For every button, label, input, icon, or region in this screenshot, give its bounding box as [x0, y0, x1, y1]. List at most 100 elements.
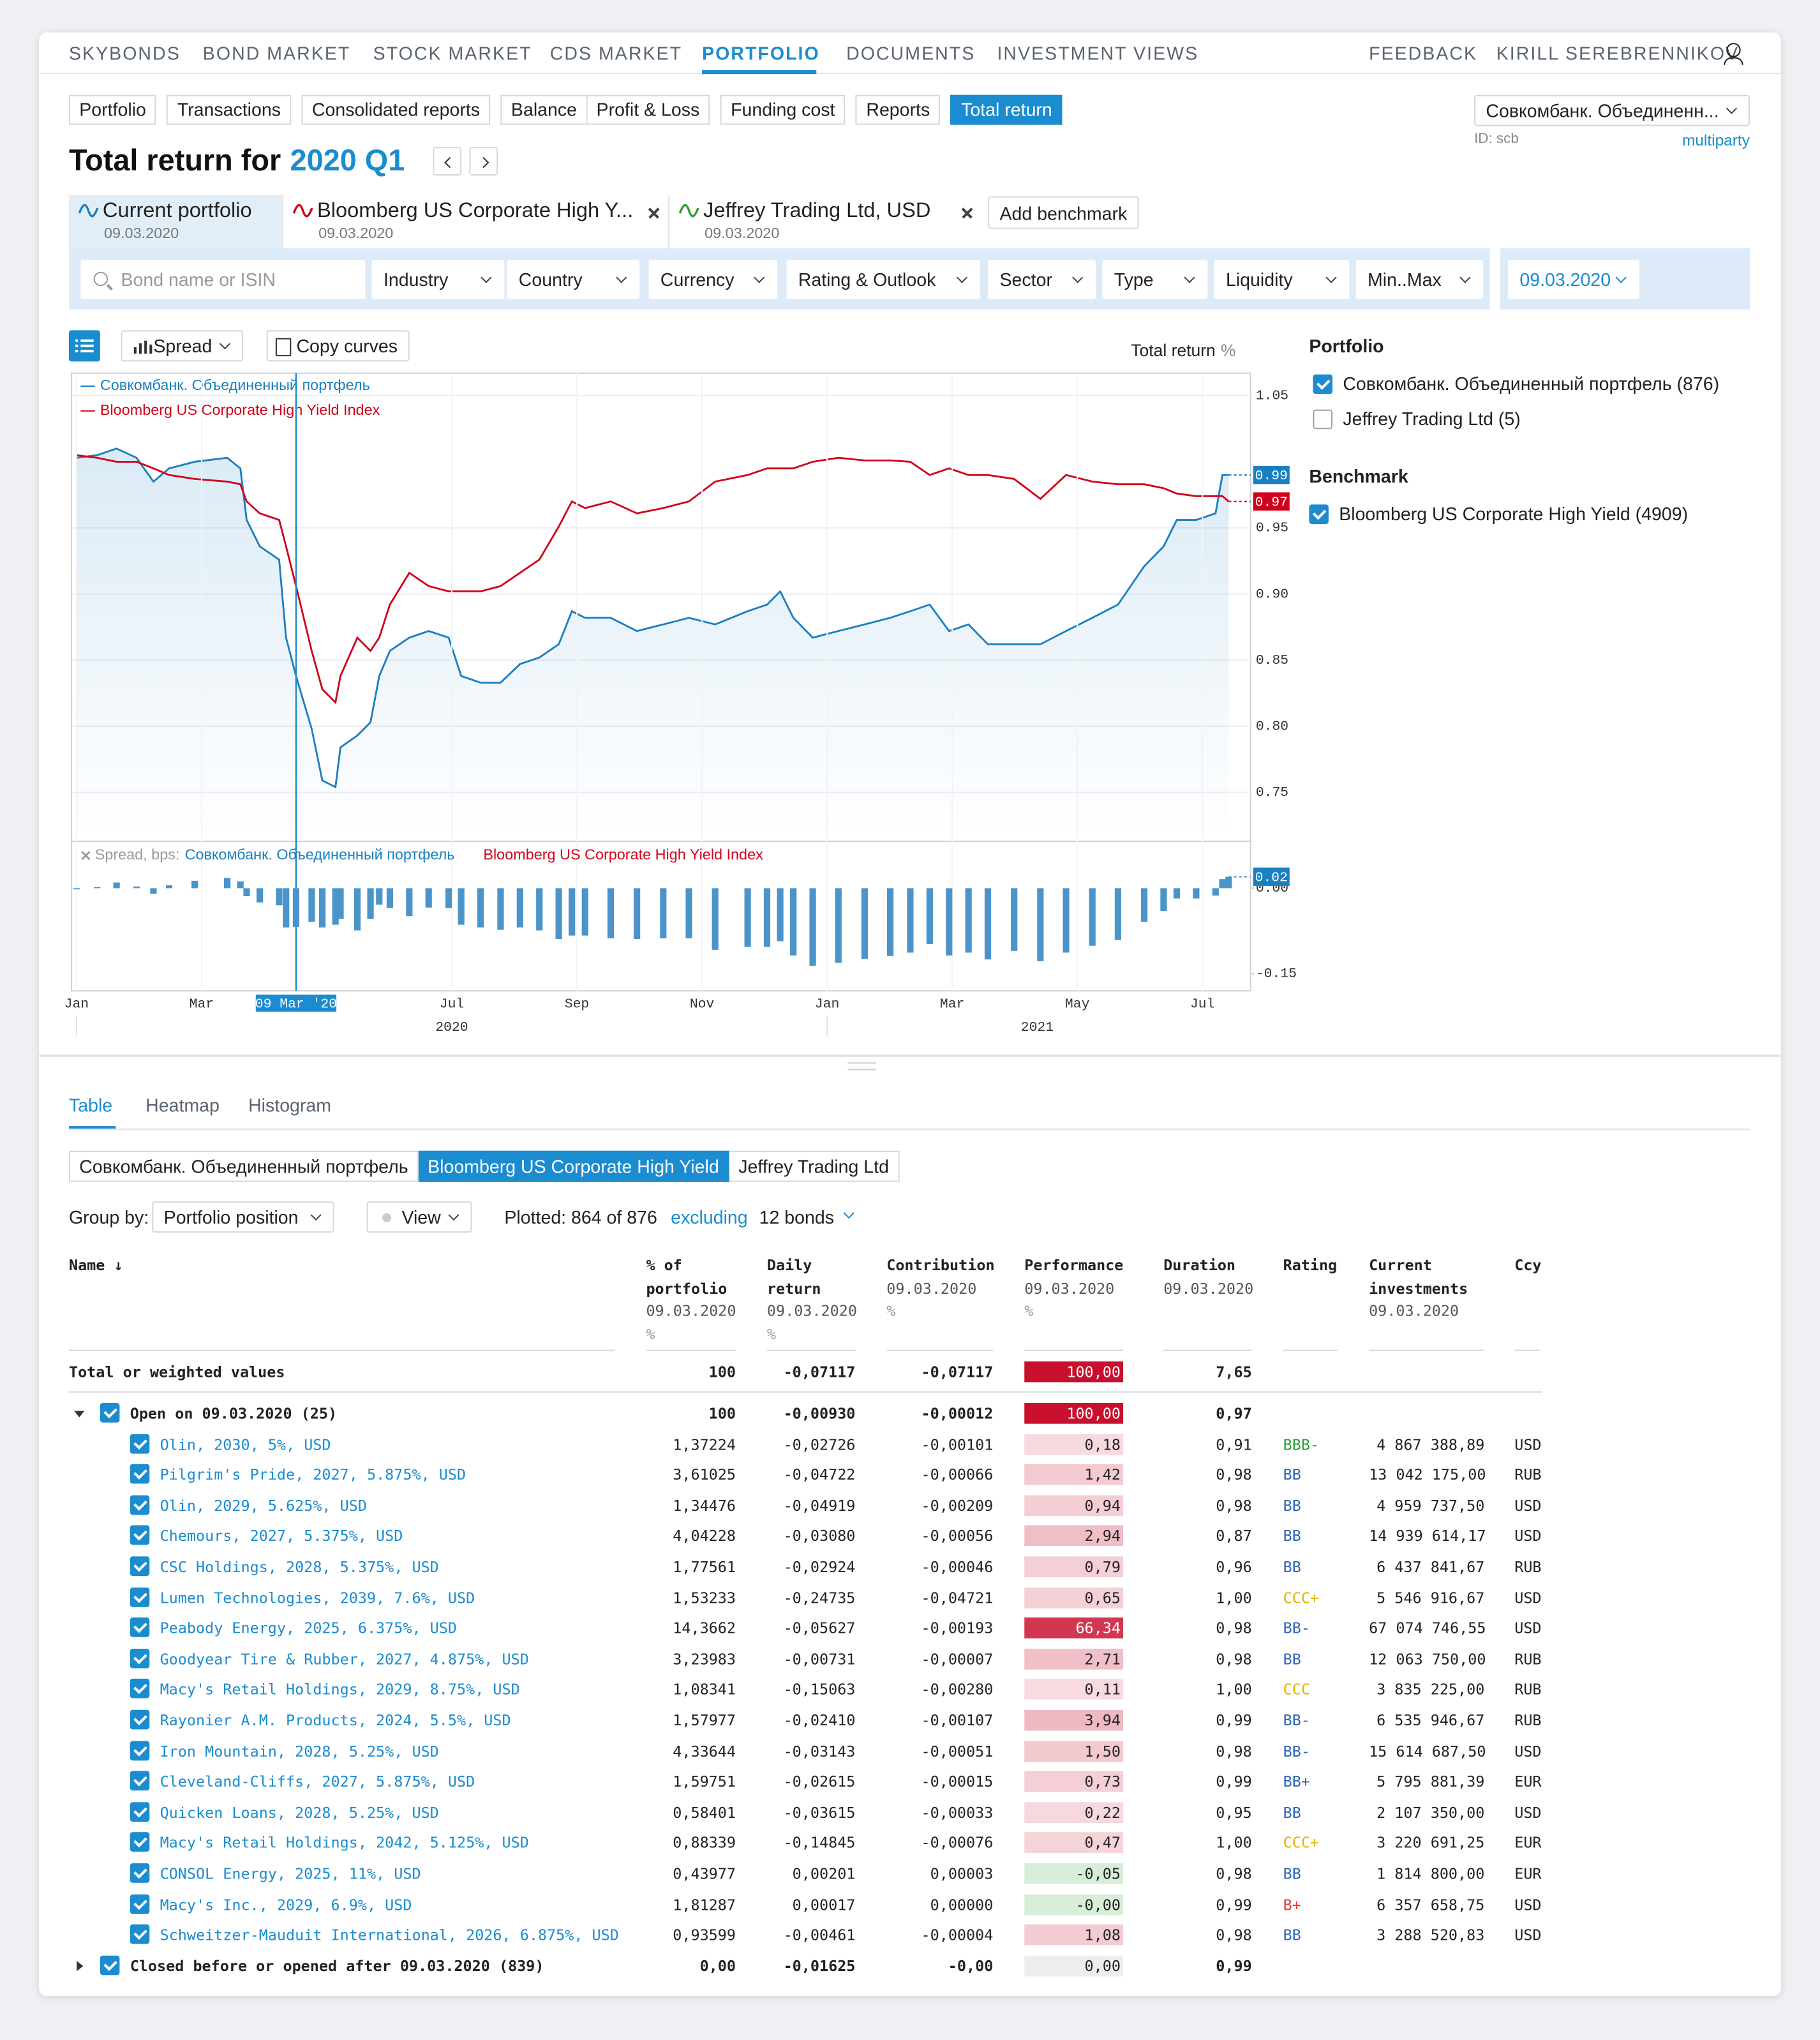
- nav-item[interactable]: STOCK MARKET: [373, 43, 532, 64]
- checkbox[interactable]: [130, 1648, 150, 1669]
- view-tab[interactable]: Heatmap: [145, 1095, 220, 1116]
- subtab[interactable]: Transactions: [167, 94, 292, 125]
- search-input[interactable]: Bond name or ISIN: [80, 260, 366, 299]
- subtab[interactable]: Portfolio: [68, 94, 157, 125]
- row-name[interactable]: Peabody Energy, 2025, 6.375%, USD: [160, 1619, 458, 1638]
- group-by-select[interactable]: Portfolio position: [152, 1201, 334, 1233]
- row-name[interactable]: Schweitzer-Mauduit International, 2026, …: [160, 1926, 619, 1944]
- curve-tab[interactable]: Bloomberg US Corporate High Y... 09.03.20…: [282, 195, 669, 249]
- checkbox[interactable]: [100, 1403, 120, 1423]
- row-name[interactable]: Macy's Retail Holdings, 2042, 5.125%, US…: [160, 1834, 529, 1852]
- subtab[interactable]: Funding cost: [720, 94, 846, 125]
- filter-select[interactable]: Sector: [988, 260, 1096, 299]
- view-select[interactable]: View: [366, 1201, 472, 1233]
- curve-close[interactable]: [647, 207, 660, 220]
- checkbox[interactable]: [130, 1617, 150, 1638]
- checkbox[interactable]: [130, 1833, 150, 1852]
- period-arrow[interactable]: [469, 147, 498, 176]
- subtab[interactable]: Balance: [500, 94, 588, 125]
- date-select[interactable]: 09.03.2020: [1508, 260, 1639, 299]
- view-tab[interactable]: Histogram: [248, 1095, 332, 1116]
- checkbox[interactable]: [1313, 374, 1333, 394]
- curve-close[interactable]: [960, 207, 973, 220]
- copy-curves[interactable]: Copy curves: [266, 330, 410, 362]
- checkbox[interactable]: [100, 1955, 120, 1975]
- nav-item[interactable]: INVESTMENT VIEWS: [997, 43, 1199, 64]
- nav-item[interactable]: CDS MARKET: [549, 43, 683, 64]
- checkbox[interactable]: [130, 1434, 150, 1453]
- subtab[interactable]: Reports: [856, 94, 941, 125]
- row-name[interactable]: Olin, 2029, 5.625%, USD: [160, 1496, 367, 1515]
- account-mode[interactable]: multiparty: [1682, 131, 1750, 150]
- checkbox[interactable]: [1309, 504, 1329, 524]
- x-tick-label: Jan: [64, 996, 89, 1012]
- legend-label[interactable]: Bloomberg US Corporate High Yield Index: [483, 846, 763, 863]
- row-name[interactable]: Macy's Retail Holdings, 2029, 8.75%, USD: [160, 1680, 520, 1699]
- checkbox-label[interactable]: Совкомбанк. Объединенный портфель (876): [1343, 373, 1720, 394]
- checkbox[interactable]: [130, 1771, 150, 1791]
- expand-toggle[interactable]: [74, 1411, 85, 1418]
- filter-select[interactable]: Liquidity: [1214, 260, 1350, 299]
- excluding-link[interactable]: excluding: [671, 1206, 748, 1228]
- checkbox[interactable]: [130, 1464, 150, 1484]
- row-name[interactable]: Iron Mountain, 2028, 5.25%, USD: [160, 1741, 439, 1760]
- expand-toggle[interactable]: [77, 1960, 84, 1971]
- row-name[interactable]: Quicken Loans, 2028, 5.25%, USD: [160, 1803, 439, 1822]
- resize-handle[interactable]: [847, 1062, 877, 1070]
- subtab[interactable]: Consolidated reports: [301, 94, 491, 125]
- curve-tab[interactable]: Current portfolio 09.03.2020: [68, 195, 283, 249]
- subtab[interactable]: Total return: [950, 94, 1063, 125]
- checkbox[interactable]: [130, 1802, 150, 1822]
- source-tab[interactable]: Bloomberg US Corporate High Yield: [418, 1150, 730, 1182]
- view-tab[interactable]: Table: [68, 1095, 113, 1116]
- checkbox[interactable]: [1313, 409, 1333, 430]
- legend-label[interactable]: Spread, bps:: [95, 846, 180, 863]
- filter-select[interactable]: Currency: [648, 260, 778, 299]
- filter-select[interactable]: Country: [507, 260, 640, 299]
- checkbox[interactable]: [130, 1556, 150, 1576]
- nav-item[interactable]: PORTFOLIO: [702, 43, 820, 64]
- row-name[interactable]: CSC Holdings, 2028, 5.375%, USD: [160, 1557, 439, 1576]
- checkbox[interactable]: [130, 1863, 150, 1883]
- row-name[interactable]: Cleveland-Cliffs, 2027, 5.875%, USD: [160, 1772, 475, 1791]
- checkbox-label[interactable]: Bloomberg US Corporate High Yield (4909): [1339, 503, 1689, 524]
- row-name[interactable]: Olin, 2030, 5%, USD: [160, 1435, 331, 1453]
- filter-select[interactable]: Rating & Outlook: [786, 260, 980, 299]
- row-name[interactable]: Macy's Inc., 2029, 6.9%, USD: [160, 1895, 412, 1914]
- subtab[interactable]: Profit & Loss: [587, 94, 710, 125]
- checkbox[interactable]: [130, 1924, 150, 1944]
- column-header[interactable]: Name ↓: [69, 1255, 633, 1278]
- filter-select[interactable]: Type: [1102, 260, 1208, 299]
- source-tab[interactable]: Jeffrey Trading Ltd: [729, 1150, 900, 1182]
- nav-item[interactable]: BOND MARKET: [202, 43, 351, 64]
- checkbox[interactable]: [130, 1709, 150, 1730]
- nav-item[interactable]: SKYBONDS: [68, 43, 181, 64]
- row-name[interactable]: CONSOL Energy, 2025, 11%, USD: [160, 1864, 421, 1883]
- checkbox[interactable]: [130, 1495, 150, 1515]
- checkbox[interactable]: [130, 1740, 150, 1760]
- add-benchmark[interactable]: Add benchmark: [988, 196, 1139, 229]
- checkbox[interactable]: [130, 1526, 150, 1545]
- row-name[interactable]: Pilgrim's Pride, 2027, 5.875%, USD: [160, 1466, 466, 1484]
- row-name[interactable]: Lumen Technologies, 2039, 7.6%, USD: [160, 1588, 475, 1607]
- checkbox[interactable]: [130, 1894, 150, 1914]
- checkbox[interactable]: [130, 1587, 150, 1607]
- nav-right-item[interactable]: FEEDBACK: [1369, 43, 1478, 64]
- legend-label[interactable]: Совкомбанк. Объединенный портфель: [185, 846, 455, 863]
- row-name[interactable]: Chemours, 2027, 5.375%, USD: [160, 1527, 403, 1545]
- filter-select[interactable]: Industry: [371, 260, 505, 299]
- checkbox[interactable]: [130, 1679, 150, 1699]
- spread-select[interactable]: Spread: [121, 330, 243, 362]
- filter-select[interactable]: Min..Max: [1355, 260, 1484, 299]
- nav-item[interactable]: DOCUMENTS: [846, 43, 976, 64]
- account-select[interactable]: Совкомбанк. Объединенн...: [1474, 94, 1750, 126]
- nav-right-item[interactable]: KIRILL SEREBRENNIKOV: [1496, 43, 1740, 64]
- row-name[interactable]: Rayonier A.M. Products, 2024, 5.5%, USD: [160, 1711, 511, 1730]
- source-tab[interactable]: Совкомбанк. Объединенный портфель: [68, 1150, 419, 1182]
- list-view-button[interactable]: [68, 330, 100, 362]
- heading-period[interactable]: 2020 Q1: [290, 143, 405, 177]
- row-name[interactable]: Goodyear Tire & Rubber, 2027, 4.875%, US…: [160, 1649, 529, 1669]
- checkbox-label[interactable]: Jeffrey Trading Ltd (5): [1343, 408, 1521, 430]
- period-arrow[interactable]: [433, 147, 462, 176]
- curve-tab[interactable]: Jeffrey Trading Ltd, USD 09.03.2020: [668, 195, 982, 249]
